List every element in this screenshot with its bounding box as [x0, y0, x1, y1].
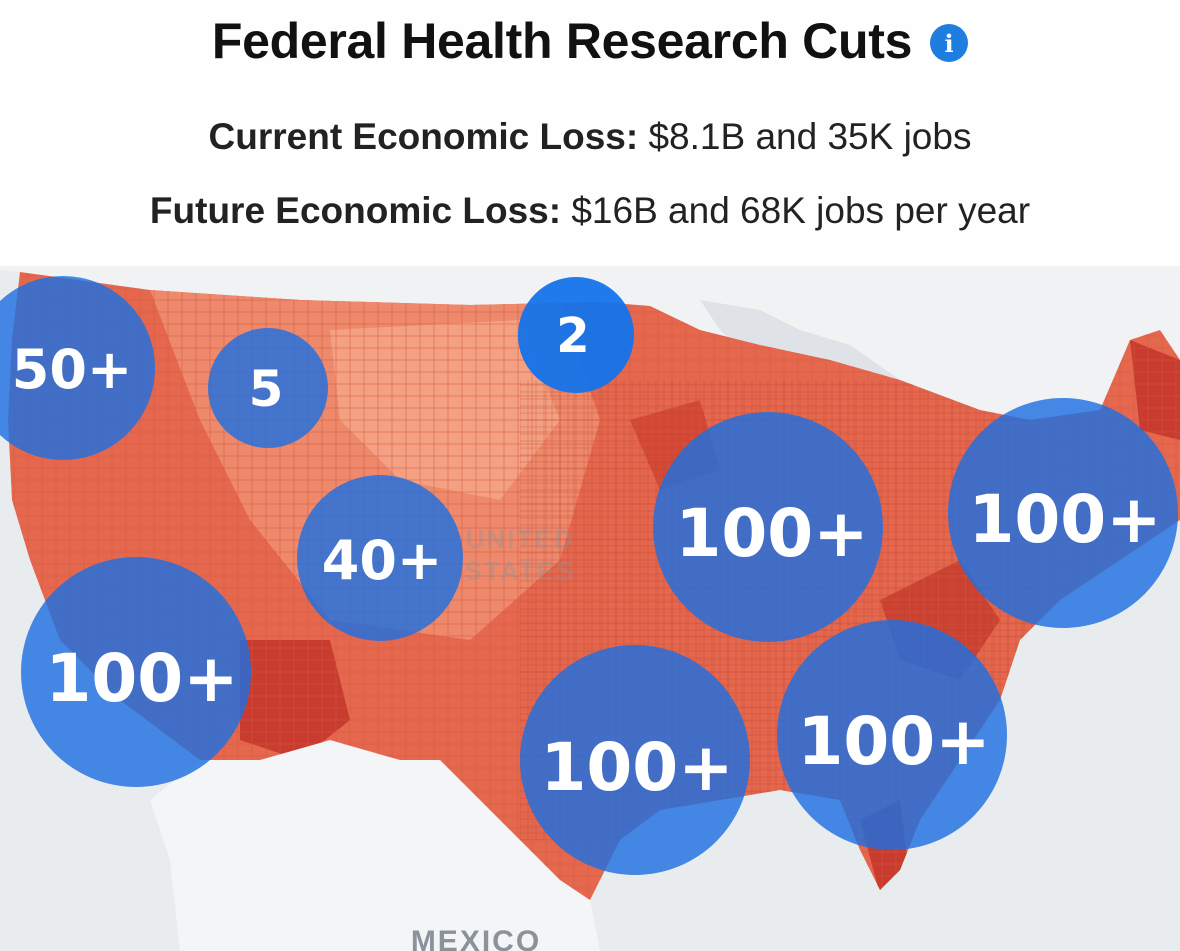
- cluster-midwest[interactable]: 100+: [653, 412, 883, 642]
- cluster-idaho-label: 5: [249, 360, 284, 418]
- cluster-texas-label: 100+: [540, 729, 733, 806]
- info-icon[interactable]: i: [930, 24, 969, 62]
- future-economic-loss: Future Economic Loss: $16B and 68K jobs …: [0, 190, 1180, 232]
- cluster-north-dakota-label: 2: [556, 308, 589, 364]
- page-title: Federal Health Research Cuts: [211, 13, 913, 69]
- cluster-california-label: 100+: [45, 640, 238, 717]
- title-row: Federal Health Research Cuts i: [0, 12, 1180, 70]
- cluster-northwest-label: 50+: [12, 338, 132, 401]
- cluster-colorado[interactable]: 40+: [297, 475, 463, 641]
- cluster-southeast-label: 100+: [797, 703, 990, 780]
- current-loss-label: Current Economic Loss:: [208, 116, 639, 157]
- mexico-land: [150, 740, 600, 951]
- cluster-northeast[interactable]: 100+: [948, 398, 1178, 628]
- cluster-california[interactable]: 100+: [21, 557, 251, 787]
- cluster-colorado-label: 40+: [322, 529, 442, 592]
- cluster-northwest[interactable]: 50+: [0, 276, 155, 460]
- future-loss-label: Future Economic Loss:: [149, 190, 562, 231]
- cluster-midwest-label: 100+: [675, 495, 868, 572]
- cluster-idaho[interactable]: 5: [208, 328, 328, 448]
- cluster-north-dakota[interactable]: 2: [518, 277, 634, 393]
- place-label-center-line2: STATES: [465, 556, 576, 586]
- place-label-center-line1: UNITED: [466, 524, 575, 554]
- header-panel: Federal Health Research Cuts i Current E…: [0, 0, 1180, 266]
- future-loss-value: $16B and 68K jobs per year: [561, 190, 1031, 231]
- cluster-texas[interactable]: 100+: [520, 645, 750, 875]
- current-economic-loss: Current Economic Loss: $8.1B and 35K job…: [0, 116, 1180, 158]
- current-loss-value: $8.1B and 35K jobs: [638, 116, 972, 157]
- cluster-northeast-label: 100+: [968, 481, 1161, 558]
- cluster-southeast[interactable]: 100+: [777, 620, 1007, 850]
- place-label-mexico: MEXICO: [411, 925, 541, 951]
